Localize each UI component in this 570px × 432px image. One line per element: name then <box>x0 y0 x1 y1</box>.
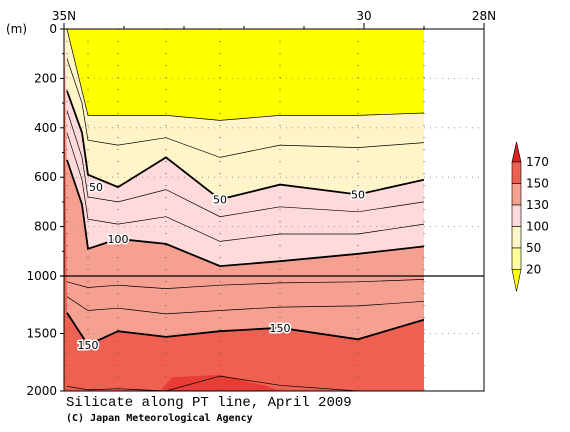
y-tick-label: 2000 <box>26 384 57 398</box>
chart-title: Silicate along PT line, April 2009 <box>66 395 352 411</box>
colorbar-segment <box>511 183 522 206</box>
colorbar-segment <box>511 226 522 249</box>
axes: 0 200 400 600 800 1000 1500 2000 (m) 35N 30 28N <box>6 9 496 398</box>
thin-contour-line <box>66 279 425 289</box>
thin-contour-line <box>66 29 425 121</box>
colorbar-segment <box>511 247 522 270</box>
x-tick-label: 28N <box>472 9 496 23</box>
y-tick-label: 400 <box>34 121 57 135</box>
thin-contour-line <box>66 375 424 391</box>
y-tick-label: 1000 <box>26 269 57 283</box>
colorbar-segment <box>511 161 522 184</box>
thin-contour-line <box>66 110 425 218</box>
contour-label: 100 <box>108 233 129 246</box>
chart-credit: (C) Japan Meteorological Agency <box>66 413 253 424</box>
band-above-150 <box>160 374 280 391</box>
contour-layer <box>66 29 425 391</box>
colorbar-top-arrow <box>511 141 522 163</box>
contour-line-100 <box>66 159 425 268</box>
thin-contour-line <box>66 58 425 158</box>
contour-label: 150 <box>78 339 99 352</box>
contour-line-150 <box>66 312 425 347</box>
contour-label: 50 <box>351 188 365 201</box>
x-tick-label: 35N <box>52 9 76 23</box>
y-tick-label: 1500 <box>26 327 57 341</box>
y-tick-label: 200 <box>34 71 57 85</box>
thin-contour-line <box>66 296 425 315</box>
contour-label: 150 <box>270 322 291 335</box>
y-axis-label: (m) <box>6 22 27 36</box>
contour-label: 50 <box>89 181 103 194</box>
plot-frame <box>63 28 485 392</box>
colorbar-segment <box>511 204 522 227</box>
contour-label-layer: 50 50 50 100 150 150 <box>76 180 367 354</box>
colorbar-label: 100 <box>526 220 549 234</box>
colorbar-label: 170 <box>526 155 549 169</box>
colorbar: 170 150 130 100 50 20 <box>511 141 549 292</box>
colorbar-label: 50 <box>526 241 541 255</box>
colorbar-label: 20 <box>526 263 541 277</box>
color-fill-layer <box>64 29 424 391</box>
x-tick-label: 30 <box>356 9 371 23</box>
colorbar-label: 130 <box>526 198 549 212</box>
y-tick-label: 0 <box>49 22 57 36</box>
y-tick-label: 800 <box>34 220 57 234</box>
contour-line-50 <box>66 90 425 201</box>
colorbar-label: 150 <box>526 177 549 191</box>
grid-layer <box>64 29 484 391</box>
contour-label: 50 <box>213 193 227 206</box>
colorbar-bottom-arrow <box>511 269 522 292</box>
y-tick-label: 600 <box>34 170 57 184</box>
band-below-20 <box>64 29 424 121</box>
thin-contour-line <box>66 132 425 242</box>
